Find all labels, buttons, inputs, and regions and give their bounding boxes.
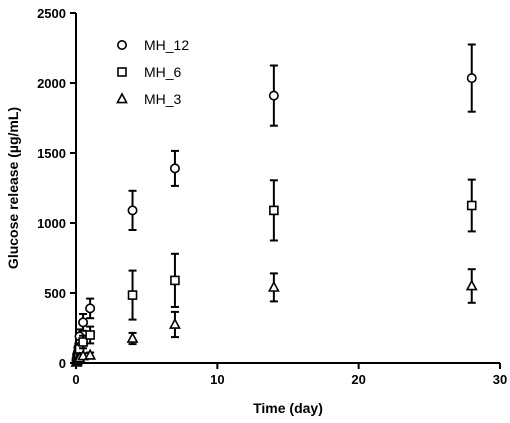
data-point — [269, 205, 279, 216]
legend-marker — [116, 92, 128, 104]
data-point — [267, 280, 280, 292]
x-tick-label: 10 — [210, 372, 224, 387]
data-point — [78, 317, 89, 328]
data-point — [465, 279, 478, 291]
y-tick-label: 500 — [44, 286, 66, 301]
y-tick-label: 1500 — [37, 146, 66, 161]
y-axis-ticks: 0 500 1000 1500 2000 2500 — [37, 6, 76, 371]
legend-marker — [117, 67, 127, 77]
data-point — [466, 200, 477, 211]
data-point — [77, 349, 90, 361]
data-point — [127, 205, 138, 216]
legend-label: MH_6 — [144, 64, 182, 80]
axes — [75, 13, 500, 364]
legend-label: MH_3 — [144, 91, 182, 107]
x-tick-label: 20 — [351, 372, 365, 387]
series-mh-3 — [70, 268, 478, 367]
series-layer — [70, 43, 478, 367]
data-point — [169, 163, 180, 174]
x-tick-label: 0 — [72, 372, 79, 387]
x-axis-ticks: 0 10 20 30 — [72, 363, 507, 387]
y-axis-title: Glucose release (µg/mL) — [5, 107, 21, 269]
x-axis-title: Time (day) — [253, 400, 323, 416]
data-point — [466, 73, 477, 84]
y-tick-label: 2500 — [37, 6, 66, 21]
data-point — [168, 317, 181, 329]
data-point — [85, 330, 95, 340]
x-tick-label: 30 — [493, 372, 507, 387]
legend: MH_12 MH_6 MH_3 — [116, 37, 189, 107]
legend-label: MH_12 — [144, 37, 189, 53]
data-point — [78, 337, 88, 347]
data-point — [126, 331, 139, 343]
y-tick-label: 0 — [59, 356, 66, 371]
legend-marker — [117, 39, 128, 50]
data-point — [84, 348, 97, 360]
y-tick-label: 1000 — [37, 216, 66, 231]
data-point — [268, 90, 279, 101]
data-point — [127, 290, 138, 300]
y-tick-label: 2000 — [37, 76, 66, 91]
data-point — [170, 275, 180, 286]
data-point — [85, 303, 96, 314]
